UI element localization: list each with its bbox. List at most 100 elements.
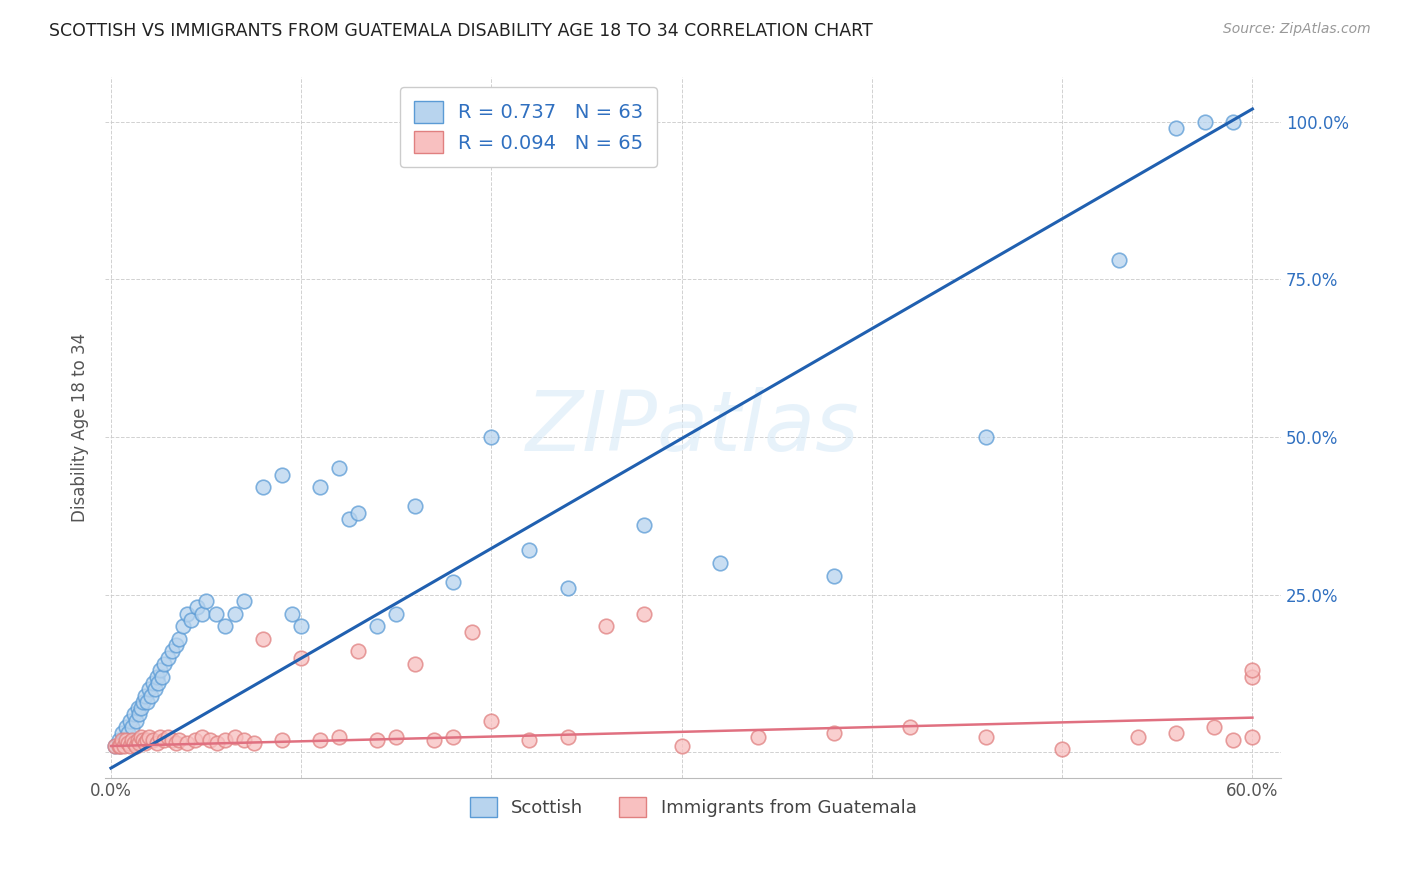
Point [107,739,129,753]
Point [134,689,156,703]
Point [117,736,139,750]
Point [122,736,145,750]
Point [111,726,134,740]
Point [1241,663,1264,677]
Point [139,689,162,703]
Point [385,607,408,621]
Point [366,619,388,633]
Point [328,461,350,475]
Point [423,732,446,747]
Point [823,726,845,740]
Point [111,732,134,747]
Point [183,732,205,747]
Point [110,739,132,753]
Point [131,730,153,744]
Point [118,739,141,753]
Point [1222,732,1244,747]
Point [142,676,165,690]
Point [1128,730,1150,744]
Point [595,619,617,633]
Point [242,736,264,750]
Point [149,663,172,677]
Point [309,732,332,747]
Text: ZIPatlas: ZIPatlas [526,387,860,468]
Point [156,730,179,744]
Point [104,739,127,753]
Point [169,732,191,747]
Point [671,739,693,753]
Point [233,732,256,747]
Point [898,720,921,734]
Point [195,594,218,608]
Point [132,732,155,747]
Point [121,732,143,747]
Point [128,707,150,722]
Point [191,730,214,744]
Point [290,650,312,665]
Point [557,730,579,744]
Point [160,644,183,658]
Point [132,695,155,709]
Point [280,607,302,621]
Point [122,707,145,722]
Point [136,695,159,709]
Point [290,619,312,633]
Point [149,730,172,744]
Point [366,732,388,747]
Point [633,518,655,533]
Point [1241,730,1264,744]
Point [165,638,187,652]
Point [404,657,426,671]
Point [214,619,236,633]
Point [519,543,541,558]
Point [115,720,138,734]
Point [309,480,332,494]
Point [134,736,156,750]
Point [143,682,166,697]
Point [709,556,731,570]
Point [404,500,426,514]
Point [557,582,579,596]
Point [172,619,194,633]
Point [1166,120,1188,135]
Point [112,739,135,753]
Point [165,736,187,750]
Point [1108,253,1130,268]
Point [198,732,221,747]
Text: Source: ZipAtlas.com: Source: ZipAtlas.com [1223,22,1371,37]
Point [115,732,138,747]
Point [191,607,214,621]
Point [823,568,845,582]
Point [124,739,146,753]
Point [153,657,176,671]
Point [252,480,274,494]
Point [169,632,191,646]
Point [153,732,176,747]
Point [148,676,170,690]
Point [347,506,370,520]
Point [186,600,208,615]
Point [121,720,143,734]
Point [107,732,129,747]
Point [104,739,127,753]
Point [128,736,150,750]
Point [1050,742,1073,756]
Point [110,739,132,753]
Point [117,726,139,740]
Point [347,644,370,658]
Point [441,730,464,744]
Point [127,701,149,715]
Point [441,575,464,590]
Point [1241,670,1264,684]
Point [519,732,541,747]
Point [974,430,997,444]
Point [176,736,198,750]
Legend: Scottish, Immigrants from Guatemala: Scottish, Immigrants from Guatemala [463,790,924,824]
Point [385,730,408,744]
Point [138,682,160,697]
Point [233,594,256,608]
Point [461,625,484,640]
Point [204,607,226,621]
Point [481,430,503,444]
Point [145,670,167,684]
